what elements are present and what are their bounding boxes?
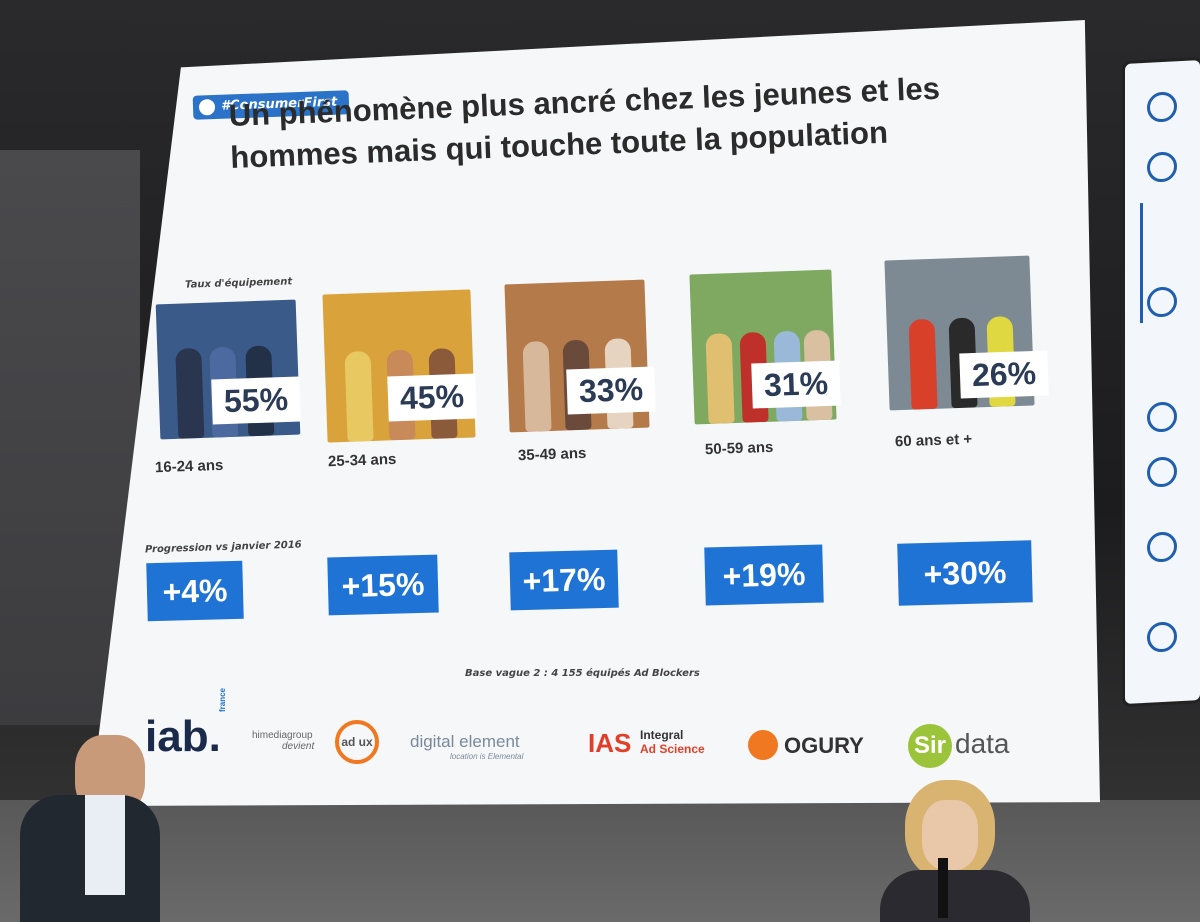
speaker-left bbox=[20, 735, 160, 922]
himedia-logo: himediagroup devient bbox=[252, 730, 315, 752]
progress-50-59: +19% bbox=[704, 544, 824, 606]
progress-25-34: +15% bbox=[327, 554, 439, 616]
sirdata-logo: data bbox=[955, 728, 1010, 759]
iab-logo: iab. bbox=[145, 712, 221, 761]
rate-60-plus: 26% bbox=[959, 350, 1049, 399]
age-60-plus: 60 ans et + bbox=[894, 430, 973, 451]
rate-35-49: 33% bbox=[566, 366, 656, 415]
rate-25-34: 45% bbox=[387, 373, 477, 422]
progress-caption: Progression vs janvier 2016 bbox=[144, 539, 302, 556]
sirdata-icon: Sir bbox=[908, 724, 952, 768]
adux-logo: ad ux bbox=[335, 720, 379, 764]
digital-element-logo: digital element location is Elemental bbox=[410, 732, 524, 761]
progress-60-plus: +30% bbox=[897, 540, 1033, 606]
progress-16-24: +4% bbox=[146, 560, 244, 622]
rate-50-59: 31% bbox=[751, 360, 841, 409]
iab-logo-subtitle: france bbox=[218, 687, 227, 712]
progress-35-49: +17% bbox=[509, 549, 619, 611]
slide-title: Un phénomène plus ancré chez les jeunes … bbox=[228, 64, 1031, 179]
ogury-logo: OGURY bbox=[784, 733, 864, 758]
age-50-59: 50-59 ans bbox=[704, 438, 774, 459]
ogury-icon bbox=[748, 730, 778, 760]
age-16-24: 16-24 ans bbox=[154, 456, 224, 477]
rate-16-24: 55% bbox=[211, 376, 301, 425]
ias-name: Integral Ad Science bbox=[640, 728, 705, 756]
age-35-49: 35-49 ans bbox=[517, 444, 587, 465]
base-note: Base vague 2 : 4 155 équipés Ad Blockers bbox=[465, 668, 700, 679]
ias-logo: IAS bbox=[588, 728, 632, 758]
twitter-icon bbox=[198, 98, 216, 116]
speaker-right bbox=[880, 780, 1030, 922]
age-25-34: 25-34 ans bbox=[327, 450, 397, 471]
rate-caption: Taux d'équipement bbox=[184, 276, 293, 291]
